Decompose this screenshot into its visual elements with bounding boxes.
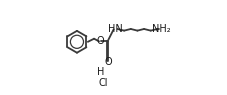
- Text: H: H: [96, 67, 104, 77]
- Text: HN: HN: [108, 23, 122, 34]
- Text: O: O: [96, 36, 104, 46]
- Text: O: O: [104, 57, 111, 67]
- Text: NH₂: NH₂: [151, 24, 170, 34]
- Text: Cl: Cl: [98, 78, 107, 88]
